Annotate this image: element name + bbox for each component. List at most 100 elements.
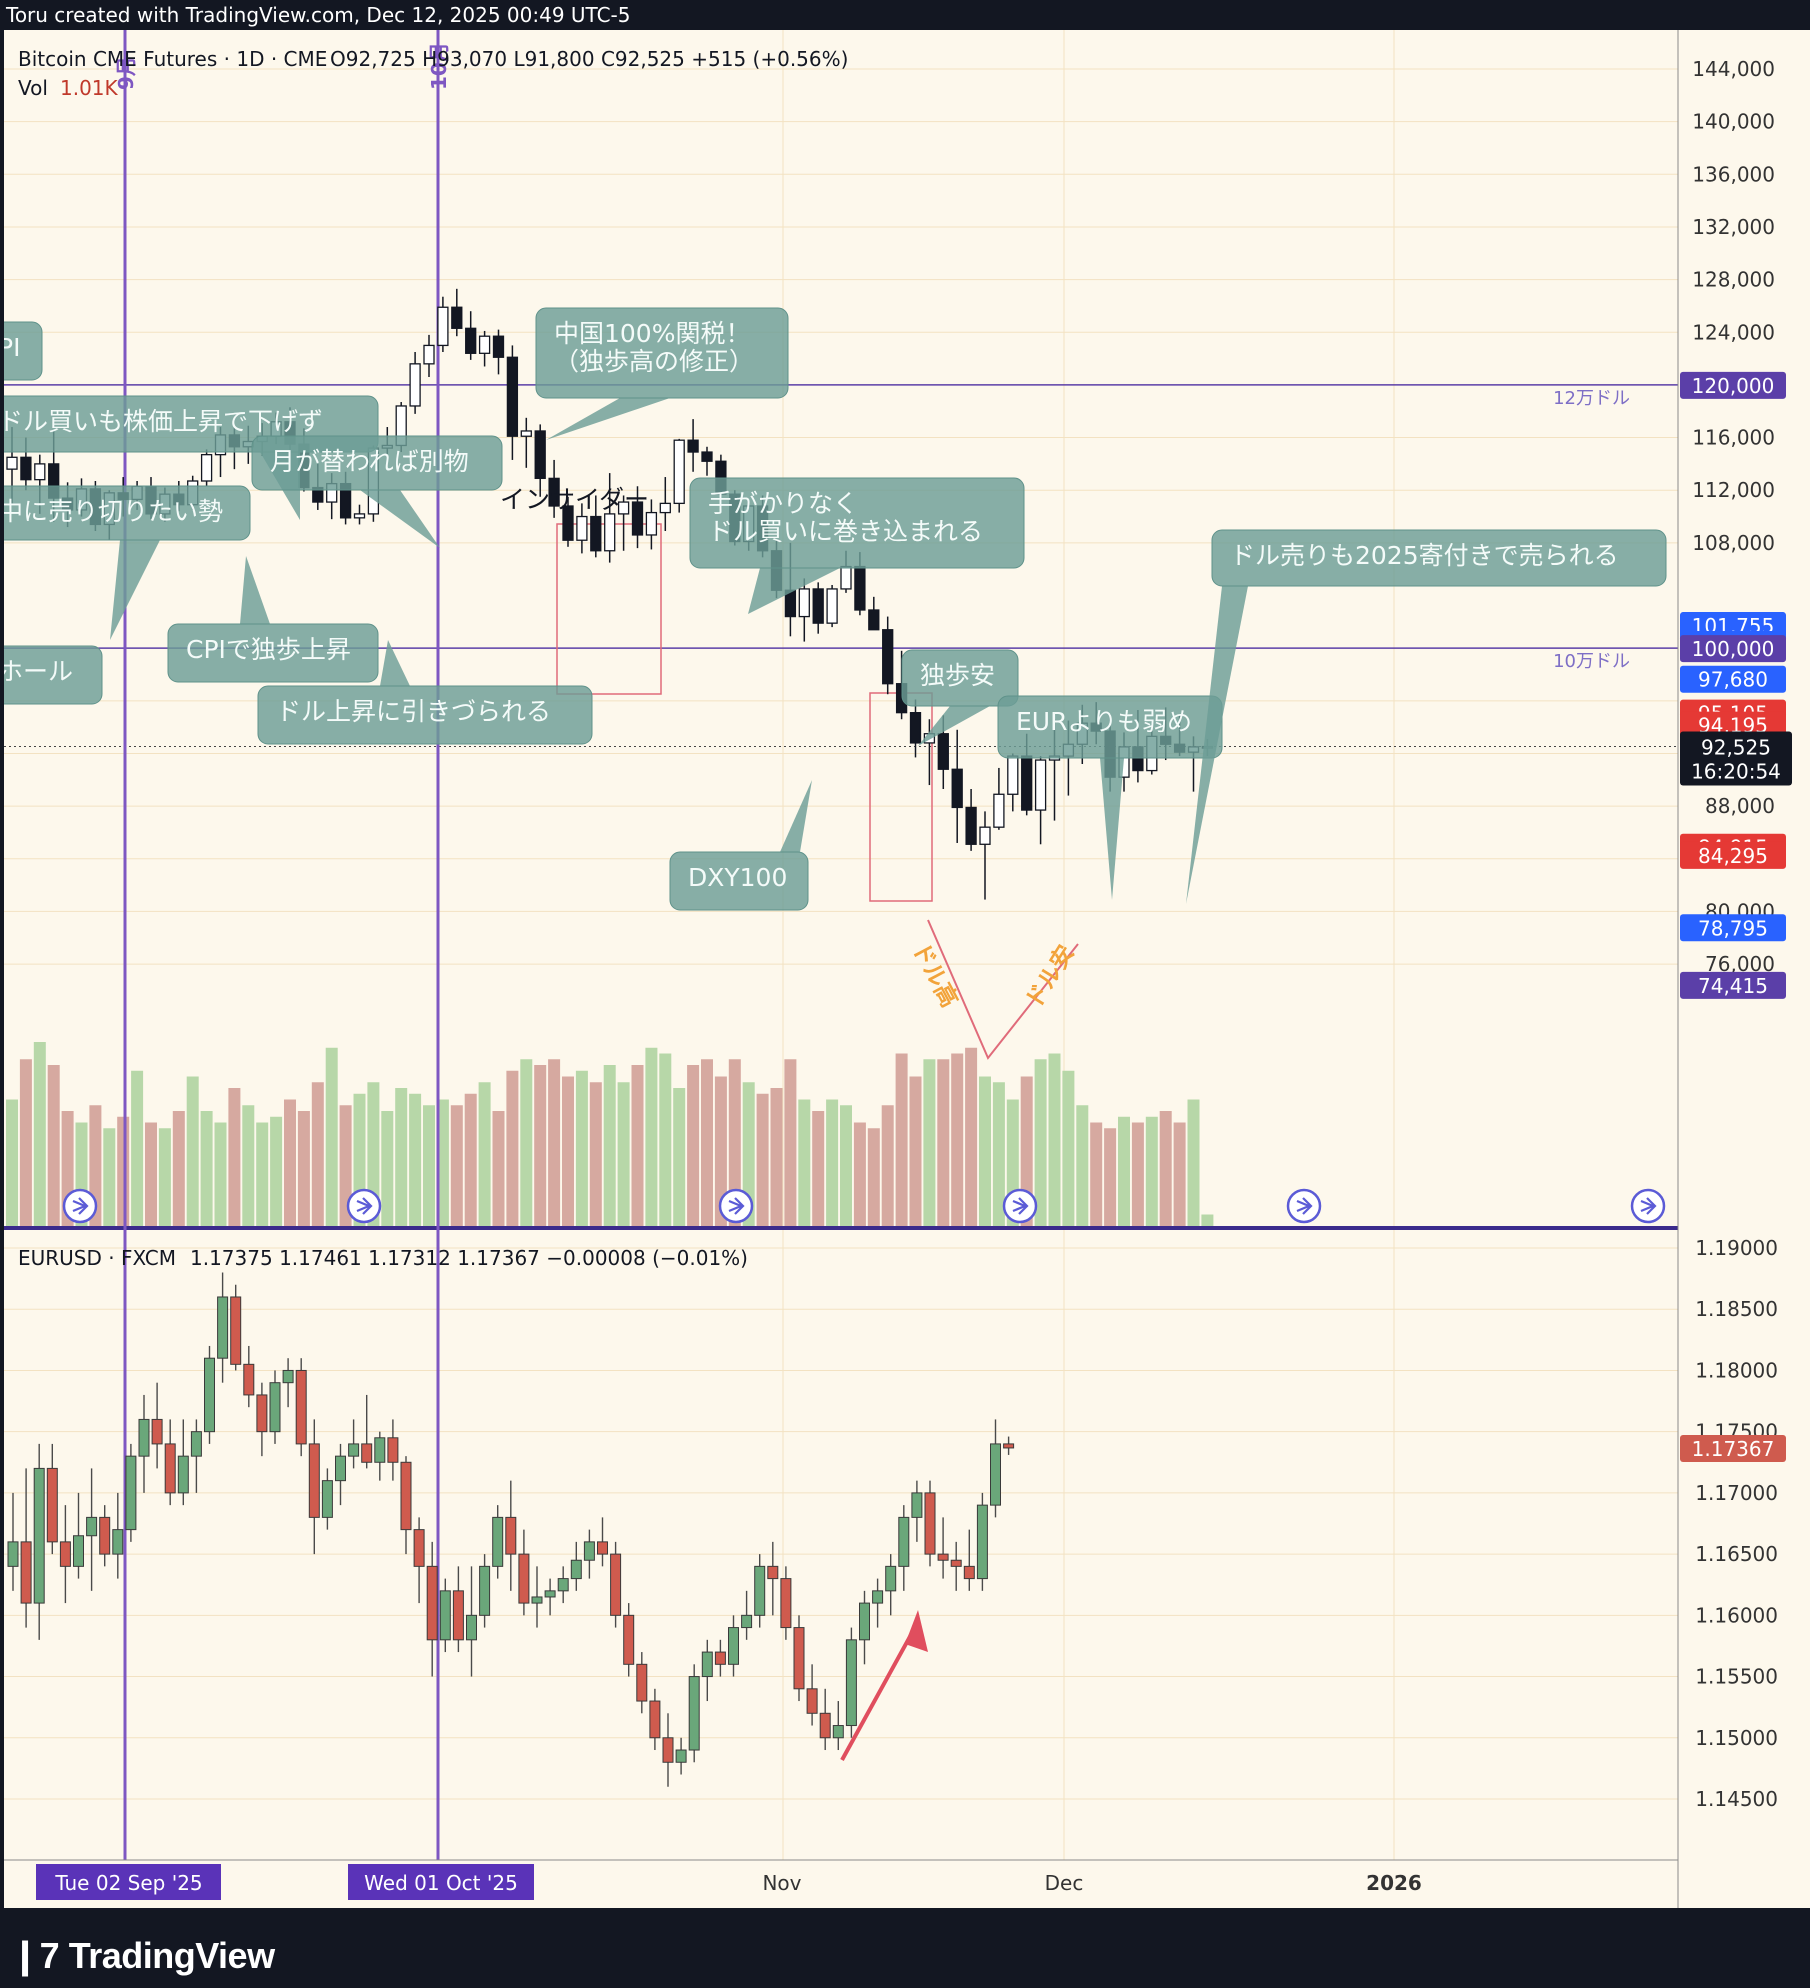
volume-bar <box>311 1082 324 1226</box>
btc-hline-label: 12万ドル <box>1553 388 1630 409</box>
eur-price-tick: 1.15000 <box>1695 1726 1778 1750</box>
eur-legend-ohlc: 1.17375 1.17461 1.17312 1.17367 −0.00008… <box>190 1246 748 1270</box>
volume-bar <box>937 1059 950 1226</box>
volume-bar <box>520 1059 533 1226</box>
btc-price-tick: 144,000 <box>1692 57 1775 81</box>
marker-bg <box>1680 635 1786 663</box>
btc-candle <box>423 334 435 378</box>
eur-body <box>911 1492 923 1518</box>
eur-candle <box>426 1541 438 1677</box>
callout[interactable]: 月が替われば別物 <box>251 435 503 548</box>
callout[interactable]: ホール <box>0 645 103 705</box>
callout[interactable]: CPIで独歩上昇 <box>167 556 379 683</box>
callout-box <box>535 307 789 399</box>
callout[interactable]: PI <box>0 321 43 381</box>
event-marker-icon <box>718 1188 754 1224</box>
eur-candle <box>73 1492 84 1579</box>
eur-body <box>256 1394 268 1433</box>
volume-bar <box>1076 1105 1089 1226</box>
volume-bar <box>617 1082 630 1226</box>
btc-body <box>909 712 922 744</box>
eur-candle <box>361 1394 373 1469</box>
marker-bg <box>1680 914 1786 942</box>
eur-body <box>937 1553 949 1561</box>
callout[interactable]: 中に売り切りたい勢 <box>0 485 251 640</box>
eur-candle <box>243 1345 255 1408</box>
callout-box <box>0 485 251 541</box>
btc-candle <box>909 699 922 758</box>
callout[interactable]: 中国100%関税！（独歩高の修正） <box>535 307 789 440</box>
event-marker-icon <box>346 1188 382 1224</box>
marker-label: 78,795 <box>1698 916 1768 940</box>
callout[interactable]: DXY100 <box>669 780 812 911</box>
callout[interactable]: 独歩安 <box>901 649 1019 746</box>
eur-body <box>832 1725 844 1739</box>
eur-candle <box>217 1272 229 1383</box>
btc-legend-symbol: Bitcoin CME Futures · 1D · CME <box>18 47 327 71</box>
volume-bar <box>923 1059 936 1226</box>
time-label: Nov <box>762 1871 801 1895</box>
btc-price-tick: 132,000 <box>1692 215 1775 239</box>
eur-body <box>269 1382 281 1433</box>
eur-last-value: 1.17367 <box>1692 1437 1775 1461</box>
volume-bar <box>756 1093 769 1226</box>
eur-body <box>924 1492 936 1555</box>
eur-body <box>859 1602 870 1641</box>
btc-body <box>882 629 894 685</box>
btc-candle <box>812 582 824 634</box>
btc-price-tick: 112,000 <box>1692 478 1775 502</box>
callout-text: CPIで独歩上昇 <box>186 635 351 664</box>
btc-candle <box>965 789 977 851</box>
time-label: Tue 02 Sep '25 <box>54 1871 202 1895</box>
btc-body <box>1034 759 1047 811</box>
vol-value: 1.01K <box>60 76 119 100</box>
btc-body <box>451 306 463 329</box>
tradingview-logo[interactable]: ❙7 TradingView <box>10 1935 275 1977</box>
btc-horizontal-lines: 12万ドル 10万ドル <box>4 384 1678 1230</box>
callout[interactable]: EURよりも弱め <box>997 695 1223 900</box>
eur-candle <box>20 1468 32 1628</box>
btc-body <box>798 588 810 618</box>
eur-body <box>793 1627 805 1690</box>
volume-bar <box>631 1065 644 1226</box>
volume-bar <box>478 1082 491 1226</box>
btc-body <box>506 356 519 437</box>
btc-body <box>604 513 616 552</box>
volume-bar <box>492 1111 505 1226</box>
btc-body <box>673 439 685 505</box>
callout[interactable]: ドル上昇に引きづられる <box>257 640 593 745</box>
volume-bar <box>992 1082 1005 1226</box>
callout-box <box>0 645 103 705</box>
volume-bar <box>1131 1122 1144 1226</box>
eur-candle <box>413 1517 425 1604</box>
time-label: Wed 01 Oct '25 <box>364 1871 518 1895</box>
eur-body <box>990 1443 1001 1506</box>
eur-candle <box>963 1529 975 1591</box>
volume-bar <box>895 1053 908 1226</box>
eur-body <box>59 1541 71 1567</box>
eur-price-tick: 1.17000 <box>1695 1481 1778 1505</box>
callout[interactable]: ドル売りも2025寄付きで売られる <box>1186 529 1667 904</box>
eur-candle <box>990 1419 1001 1518</box>
btc-body <box>520 430 532 437</box>
eurusd-candles <box>7 1272 1015 1787</box>
btc-volume-bars <box>6 1042 1214 1226</box>
callout-text: ホール <box>0 657 73 686</box>
btc-body <box>854 565 866 611</box>
eur-body <box>714 1651 726 1665</box>
btc-hline-label: 10万ドル <box>1553 651 1630 672</box>
btc-candle <box>478 330 491 367</box>
chart-canvas[interactable]: 12万ドル 10万ドル 9月 10月 PI ドル買いも株価上昇で下げず月が替われば別物… <box>0 0 1810 1908</box>
annotation-shapes <box>62 523 1666 1761</box>
callout-text: 独歩安 <box>920 661 995 690</box>
eur-body <box>374 1437 386 1463</box>
volume-bar <box>687 1065 700 1226</box>
marker-label: 74,415 <box>1698 974 1768 998</box>
volume-bar <box>145 1122 157 1226</box>
eur-body <box>806 1688 818 1714</box>
volume-bar <box>186 1076 199 1226</box>
btc-candle <box>548 459 560 518</box>
btc-candle <box>798 578 810 642</box>
